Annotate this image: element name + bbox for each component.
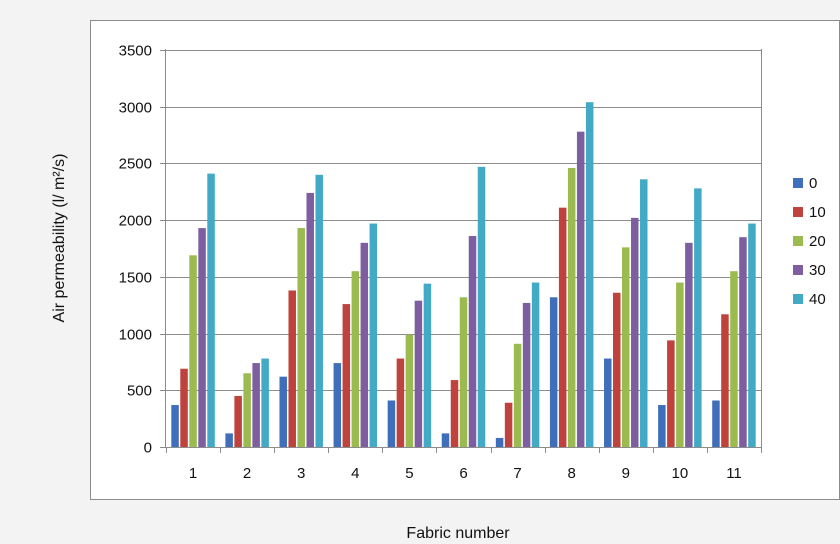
bar-series-40-fabric-6 (477, 166, 486, 447)
bar-series-10-fabric-4 (342, 304, 351, 447)
y-tick-label: 1000 (119, 327, 152, 344)
legend-swatch-10 (793, 207, 803, 217)
bar-series-30-fabric-9 (631, 217, 639, 447)
y-tick-label: 0 (144, 440, 152, 457)
bar-series-40-fabric-4 (369, 223, 378, 447)
x-tick-label: 9 (622, 465, 630, 482)
bar-series-0-fabric-6 (441, 433, 450, 447)
bar-series-10-fabric-8 (558, 207, 567, 447)
legend-swatch-20 (793, 236, 803, 246)
x-tick-labels: 1 2 3 4 5 6 7 8 9 10 11 (166, 447, 762, 482)
bar-series-40-fabric-9 (640, 179, 648, 447)
bar-series-40-fabric-1 (207, 173, 215, 447)
bars (171, 102, 756, 448)
bar-series-10-fabric-11 (721, 314, 729, 447)
x-axis-title: Fabric number (406, 525, 510, 542)
bar-series-40-fabric-7 (531, 282, 540, 447)
bar-series-0-fabric-3 (279, 376, 287, 447)
bar-series-40-fabric-11 (748, 223, 756, 447)
bar-series-30-fabric-3 (306, 192, 314, 447)
bar-series-0-fabric-5 (387, 400, 396, 447)
bar-series-30-fabric-11 (739, 237, 747, 447)
bar-series-40-fabric-10 (694, 188, 702, 447)
legend-swatch-30 (793, 265, 803, 275)
bar-series-0-fabric-10 (658, 405, 666, 447)
y-tick-labels: 0 500 1000 1500 2000 2500 3000 3500 (119, 43, 152, 457)
bar-series-0-fabric-11 (712, 400, 720, 447)
x-tick-label: 7 (513, 465, 521, 482)
bar-series-0-fabric-4 (333, 363, 342, 447)
bar-series-30-fabric-5 (414, 300, 423, 447)
y-tick-label: 2500 (119, 156, 152, 173)
bar-series-0-fabric-2 (225, 433, 233, 447)
bar-series-20-fabric-8 (567, 167, 576, 447)
legend-swatch-0 (793, 178, 803, 188)
y-axis-title: Air permeability (l/ m²/s) (51, 154, 68, 323)
legend-label-0: 0 (809, 175, 817, 192)
bar-series-20-fabric-11 (730, 271, 738, 447)
bar-series-0-fabric-8 (549, 297, 558, 447)
y-tick-label: 3000 (119, 100, 152, 117)
bar-series-30-fabric-4 (360, 242, 369, 447)
y-tick-label: 2000 (119, 213, 152, 230)
bar-series-40-fabric-8 (585, 102, 594, 448)
legend-label-40: 40 (809, 291, 826, 308)
x-tick-label: 3 (297, 465, 305, 482)
bar-series-30-fabric-8 (576, 131, 585, 448)
legend-label-10: 10 (809, 204, 826, 221)
bar-series-20-fabric-9 (622, 247, 630, 447)
y-tick-label: 500 (127, 383, 152, 400)
bar-series-20-fabric-7 (513, 343, 522, 447)
bar-series-20-fabric-1 (189, 255, 197, 447)
bar-series-20-fabric-4 (351, 271, 360, 447)
x-tick-label: 10 (672, 465, 689, 482)
y-tick-label: 3500 (119, 43, 152, 60)
bar-series-10-fabric-5 (396, 358, 405, 447)
bar-series-30-fabric-1 (198, 228, 206, 447)
bar-series-20-fabric-2 (243, 373, 251, 447)
bar-series-40-fabric-2 (261, 358, 269, 447)
bar-series-10-fabric-1 (180, 368, 188, 447)
bar-series-10-fabric-10 (667, 340, 675, 447)
plot-area (165, 49, 762, 447)
bar-series-20-fabric-5 (405, 334, 414, 447)
bar-series-30-fabric-10 (685, 242, 693, 447)
bar-series-30-fabric-2 (252, 363, 260, 447)
x-tick-label: 2 (243, 465, 251, 482)
bar-series-20-fabric-3 (297, 228, 305, 447)
bar-series-40-fabric-5 (423, 283, 432, 447)
bar-series-10-fabric-7 (504, 402, 513, 447)
bar-series-10-fabric-3 (288, 290, 296, 447)
x-tick-label: 4 (351, 465, 359, 482)
x-tick-label: 6 (459, 465, 467, 482)
legend-label-30: 30 (809, 262, 826, 279)
bar-series-10-fabric-9 (613, 292, 621, 447)
bar-series-30-fabric-7 (522, 302, 531, 447)
bar-series-20-fabric-10 (676, 282, 684, 447)
x-tick-label: 5 (405, 465, 413, 482)
bar-series-0-fabric-1 (171, 405, 179, 447)
bar-series-0-fabric-9 (604, 358, 612, 447)
bar-series-0-fabric-7 (495, 437, 504, 447)
gridlines (160, 50, 761, 448)
bar-series-10-fabric-2 (234, 395, 242, 447)
x-tick-label: 8 (568, 465, 576, 482)
bar-series-10-fabric-6 (450, 380, 459, 447)
x-tick-label: 1 (189, 465, 197, 482)
bar-series-30-fabric-6 (468, 236, 477, 447)
bar-series-20-fabric-6 (459, 297, 468, 447)
y-tick-label: 1500 (119, 270, 152, 287)
legend-label-20: 20 (809, 233, 826, 250)
legend: 0 10 20 30 40 (793, 175, 826, 308)
legend-swatch-40 (793, 294, 803, 304)
bar-series-40-fabric-3 (315, 174, 323, 447)
x-tick-label: 11 (726, 465, 742, 482)
